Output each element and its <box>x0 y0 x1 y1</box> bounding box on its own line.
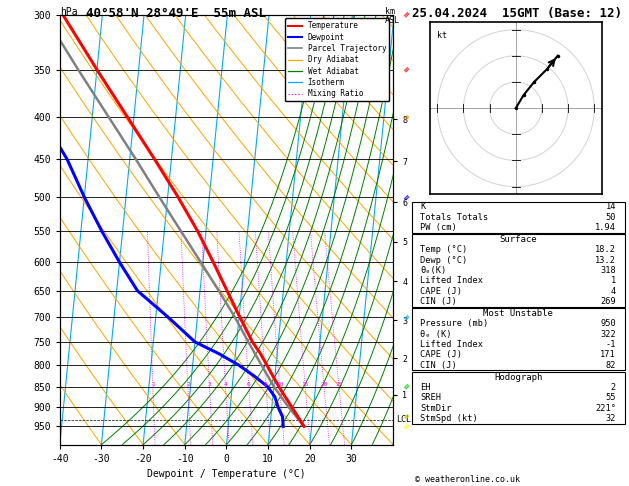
Text: Most Unstable: Most Unstable <box>483 309 554 318</box>
Text: 2: 2 <box>186 382 190 387</box>
Text: Totals Totals: Totals Totals <box>421 213 489 222</box>
Text: 318: 318 <box>600 266 616 275</box>
Bar <box>412 202 625 233</box>
Text: 1: 1 <box>611 277 616 285</box>
Text: CIN (J): CIN (J) <box>421 361 457 370</box>
Text: 2: 2 <box>611 383 616 392</box>
X-axis label: Dewpoint / Temperature (°C): Dewpoint / Temperature (°C) <box>147 469 306 479</box>
Text: 25.04.2024  15GMT (Base: 12): 25.04.2024 15GMT (Base: 12) <box>412 7 622 20</box>
Text: 40°58'N 28°49'E  55m ASL: 40°58'N 28°49'E 55m ASL <box>86 7 266 20</box>
Text: 1: 1 <box>151 382 155 387</box>
Text: hPa: hPa <box>60 7 77 17</box>
Text: 25: 25 <box>335 382 343 387</box>
Text: Surface: Surface <box>499 235 537 244</box>
Legend: Temperature, Dewpoint, Parcel Trajectory, Dry Adiabat, Wet Adiabat, Isotherm, Mi: Temperature, Dewpoint, Parcel Trajectory… <box>285 18 389 101</box>
Text: ≡: ≡ <box>401 421 413 432</box>
Text: 15: 15 <box>301 382 309 387</box>
Text: 10: 10 <box>276 382 284 387</box>
Text: Pressure (mb): Pressure (mb) <box>421 319 489 329</box>
Text: CAPE (J): CAPE (J) <box>421 350 462 359</box>
Text: 1.94: 1.94 <box>595 223 616 232</box>
Text: 4: 4 <box>611 287 616 295</box>
Text: 3: 3 <box>208 382 211 387</box>
Text: 8: 8 <box>264 382 268 387</box>
Text: 50: 50 <box>606 213 616 222</box>
Text: 20: 20 <box>320 382 328 387</box>
Text: StmSpd (kt): StmSpd (kt) <box>421 414 478 423</box>
Text: 269: 269 <box>600 297 616 306</box>
Text: EH: EH <box>421 383 431 392</box>
Text: ≡: ≡ <box>401 312 413 323</box>
Text: ≡: ≡ <box>401 191 413 203</box>
Text: ≡: ≡ <box>401 381 413 392</box>
Text: km
ASL: km ASL <box>385 7 400 25</box>
Bar <box>412 234 625 307</box>
Text: θₑ (K): θₑ (K) <box>421 330 452 339</box>
Text: 18.2: 18.2 <box>595 245 616 254</box>
Text: K: K <box>421 202 426 211</box>
Text: 950: 950 <box>600 319 616 329</box>
Text: Lifted Index: Lifted Index <box>421 340 484 349</box>
Bar <box>412 372 625 424</box>
Text: StmDir: StmDir <box>421 404 452 413</box>
Text: Hodograph: Hodograph <box>494 373 542 382</box>
Text: CAPE (J): CAPE (J) <box>421 287 462 295</box>
Text: 171: 171 <box>600 350 616 359</box>
Text: 13.2: 13.2 <box>595 256 616 265</box>
Text: 4: 4 <box>224 382 228 387</box>
Text: -1: -1 <box>606 340 616 349</box>
Text: 82: 82 <box>606 361 616 370</box>
Text: Lifted Index: Lifted Index <box>421 277 484 285</box>
Text: θₑ(K): θₑ(K) <box>421 266 447 275</box>
Text: 14: 14 <box>606 202 616 211</box>
Text: Dewp (°C): Dewp (°C) <box>421 256 468 265</box>
Text: ≡: ≡ <box>401 64 413 75</box>
Text: PW (cm): PW (cm) <box>421 223 457 232</box>
Text: kt: kt <box>437 31 447 39</box>
Text: 32: 32 <box>606 414 616 423</box>
Text: CIN (J): CIN (J) <box>421 297 457 306</box>
Text: ≡: ≡ <box>401 9 413 20</box>
Text: 221°: 221° <box>595 404 616 413</box>
Text: 6: 6 <box>247 382 251 387</box>
Text: SREH: SREH <box>421 393 442 402</box>
Text: LCL: LCL <box>396 415 411 424</box>
Text: 55: 55 <box>606 393 616 402</box>
Text: © weatheronline.co.uk: © weatheronline.co.uk <box>415 474 520 484</box>
Text: 322: 322 <box>600 330 616 339</box>
Bar <box>412 308 625 370</box>
Text: ≡: ≡ <box>401 411 413 422</box>
Text: Temp (°C): Temp (°C) <box>421 245 468 254</box>
Text: ≡: ≡ <box>401 112 413 123</box>
